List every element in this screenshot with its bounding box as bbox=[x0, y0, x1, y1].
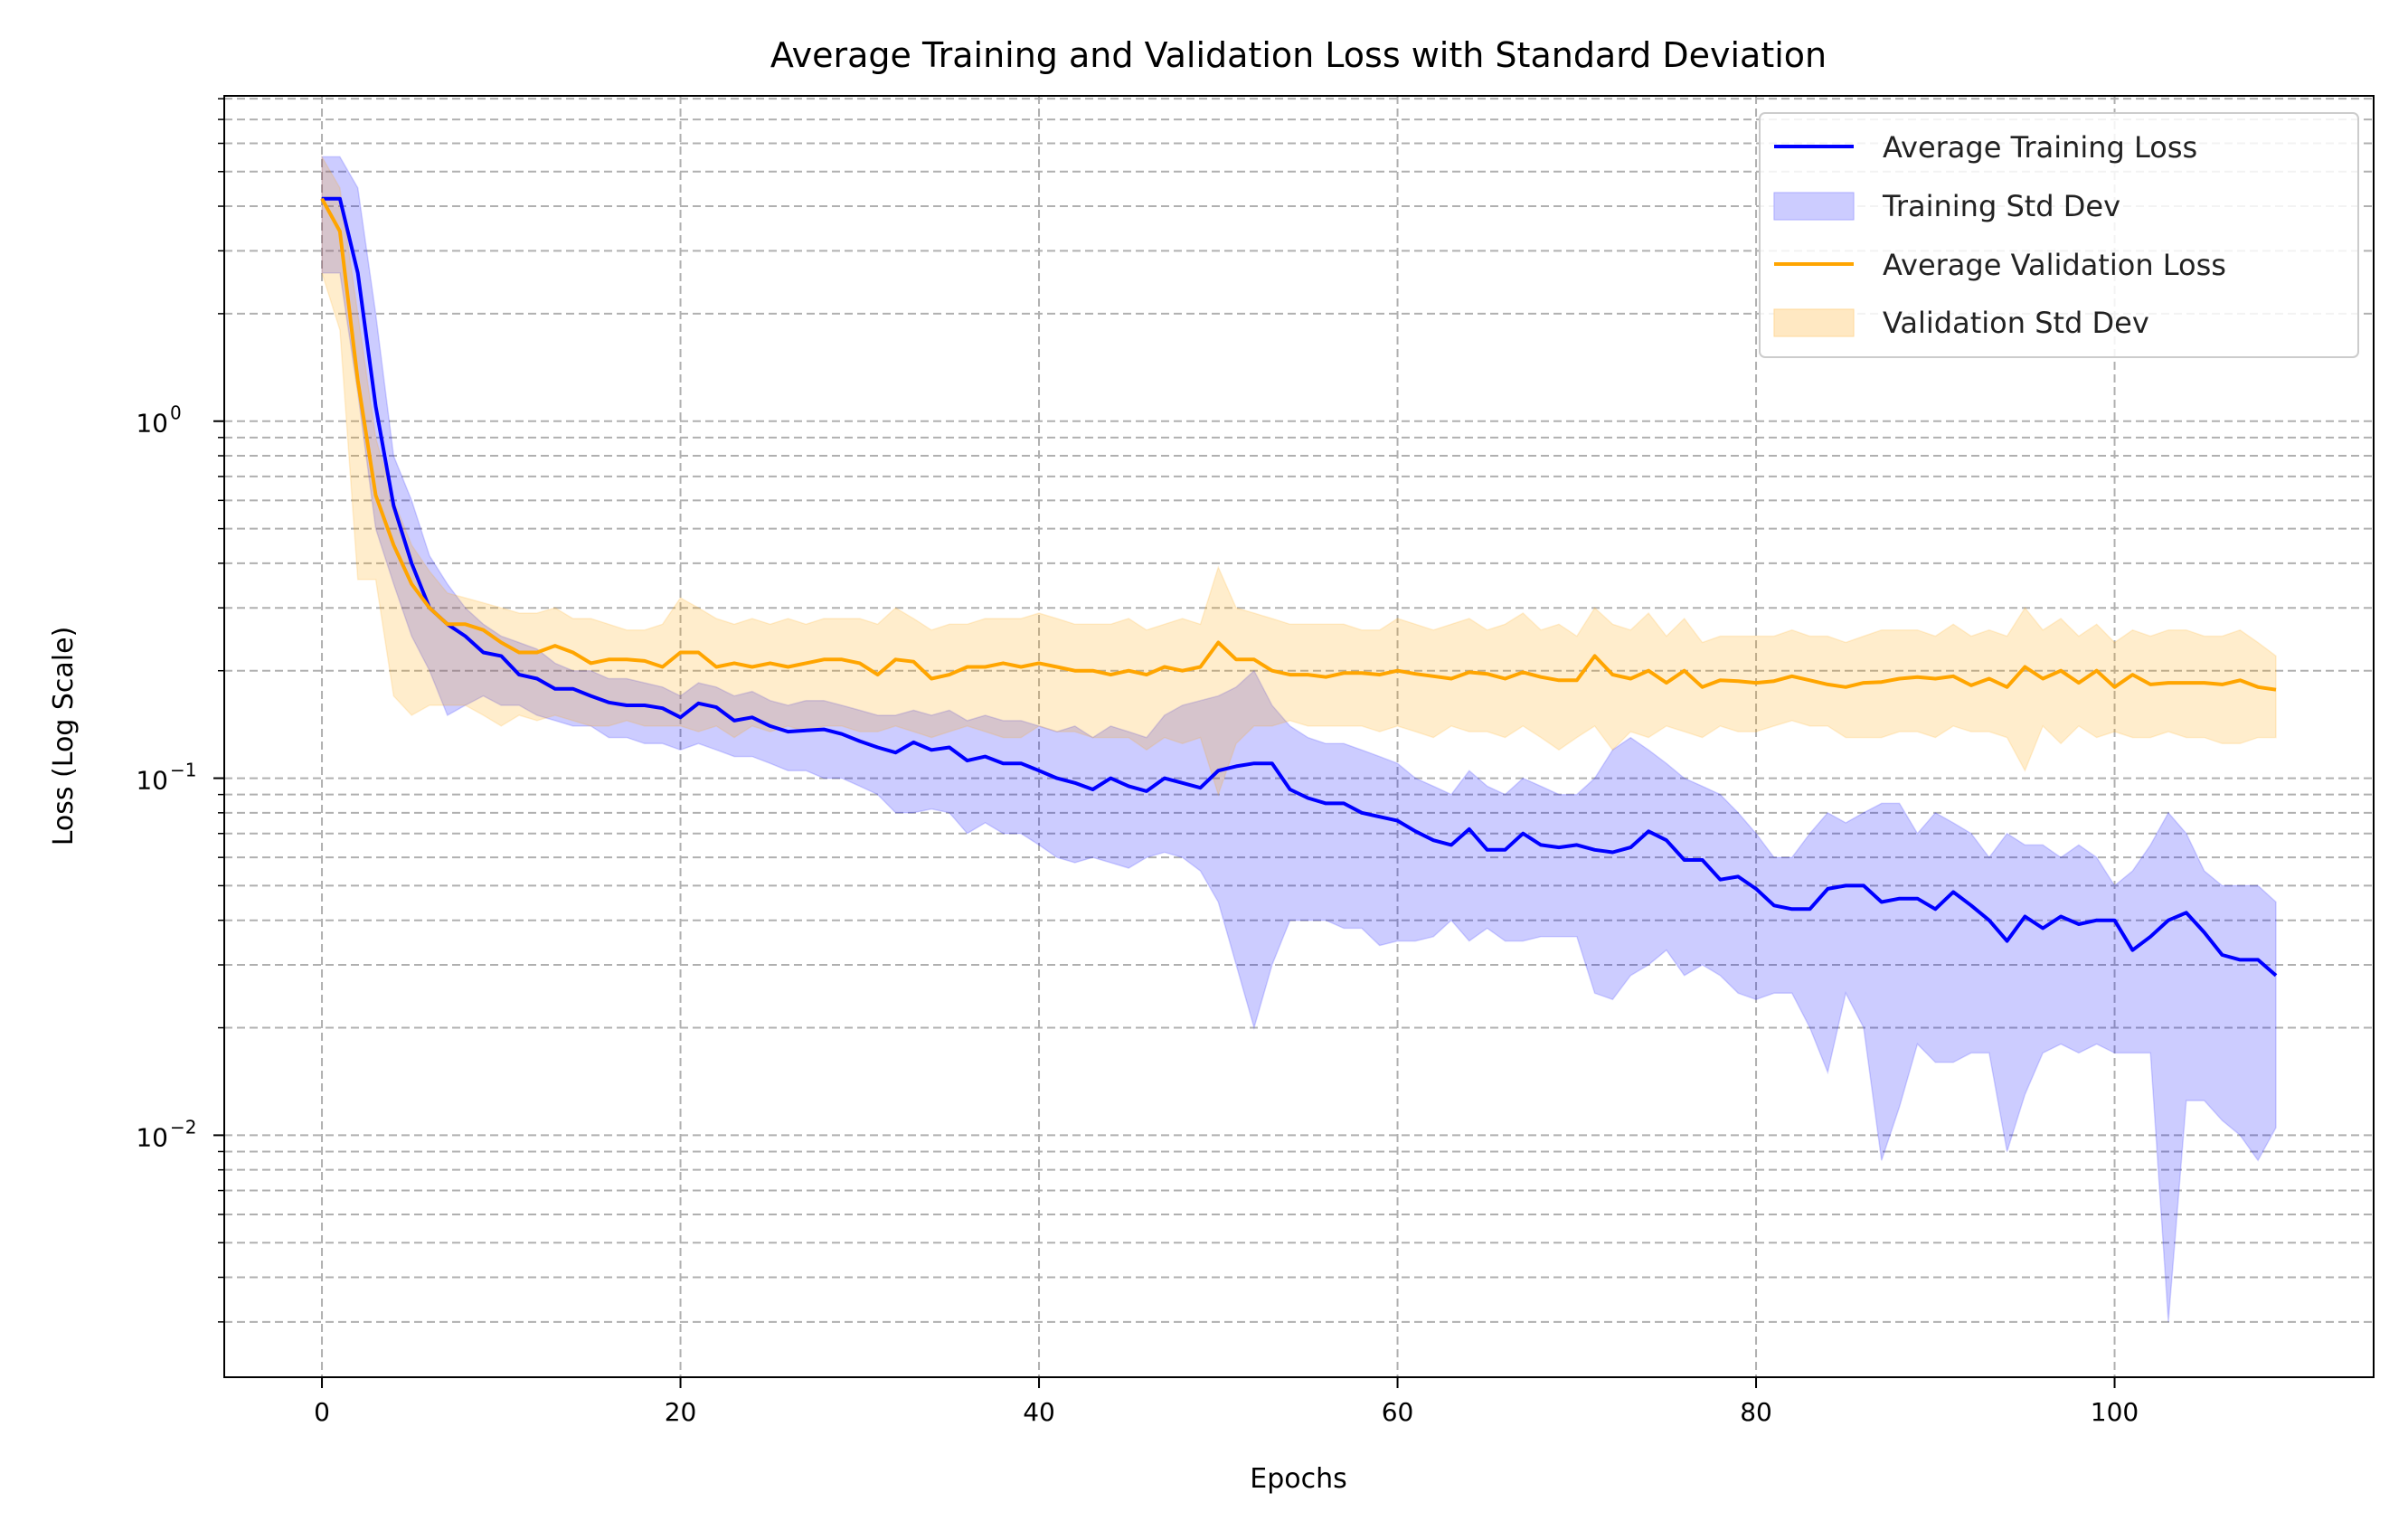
average-training-loss-line bbox=[322, 196, 2278, 978]
x-tick-label: 60 bbox=[1382, 1397, 1414, 1427]
x-tick-label: 20 bbox=[665, 1397, 697, 1427]
legend-train-label: Average Training Loss bbox=[1883, 130, 2197, 165]
legend-val-band-swatch bbox=[1773, 308, 1855, 337]
legend-val-std-label: Validation Std Dev bbox=[1883, 306, 2149, 340]
std-bands bbox=[321, 154, 2277, 1322]
legend-train-std-label: Training Std Dev bbox=[1882, 189, 2120, 223]
plot-frame bbox=[223, 95, 2375, 1378]
y-tick-label: 10 bbox=[136, 409, 168, 439]
x-axis: 0 20 40 60 80 100 bbox=[314, 1377, 2139, 1427]
y-tick-label: 10 bbox=[136, 1122, 168, 1152]
y-tick-label-exponent: −2 bbox=[170, 1116, 196, 1138]
legend-train-band-swatch bbox=[1773, 192, 1855, 221]
x-tick-label: 0 bbox=[314, 1397, 330, 1427]
legend-box bbox=[1759, 112, 2359, 358]
x-axis-label: Epochs bbox=[1250, 1463, 1347, 1495]
legend: Average Training Loss Training Std Dev A… bbox=[1759, 112, 2359, 358]
y-tick-label: 10 bbox=[136, 766, 168, 796]
legend-val-label: Average Validation Loss bbox=[1883, 248, 2226, 282]
y-tick-label-exponent: −1 bbox=[170, 760, 196, 781]
x-tick-label: 80 bbox=[1740, 1397, 1772, 1427]
y-axis-label: Loss (Log Scale) bbox=[48, 627, 80, 846]
average-validation-loss-line bbox=[320, 197, 2277, 692]
chart-title: Average Training and Validation Loss wit… bbox=[770, 35, 1827, 75]
x-tick-label: 100 bbox=[2091, 1397, 2139, 1427]
y-tick-label-exponent: 0 bbox=[170, 402, 182, 424]
x-tick-label: 40 bbox=[1023, 1397, 1055, 1427]
validation-std-band bbox=[321, 154, 2277, 797]
training-std-band bbox=[321, 156, 2277, 1322]
series-lines bbox=[320, 196, 2278, 978]
grid bbox=[224, 96, 2374, 1377]
